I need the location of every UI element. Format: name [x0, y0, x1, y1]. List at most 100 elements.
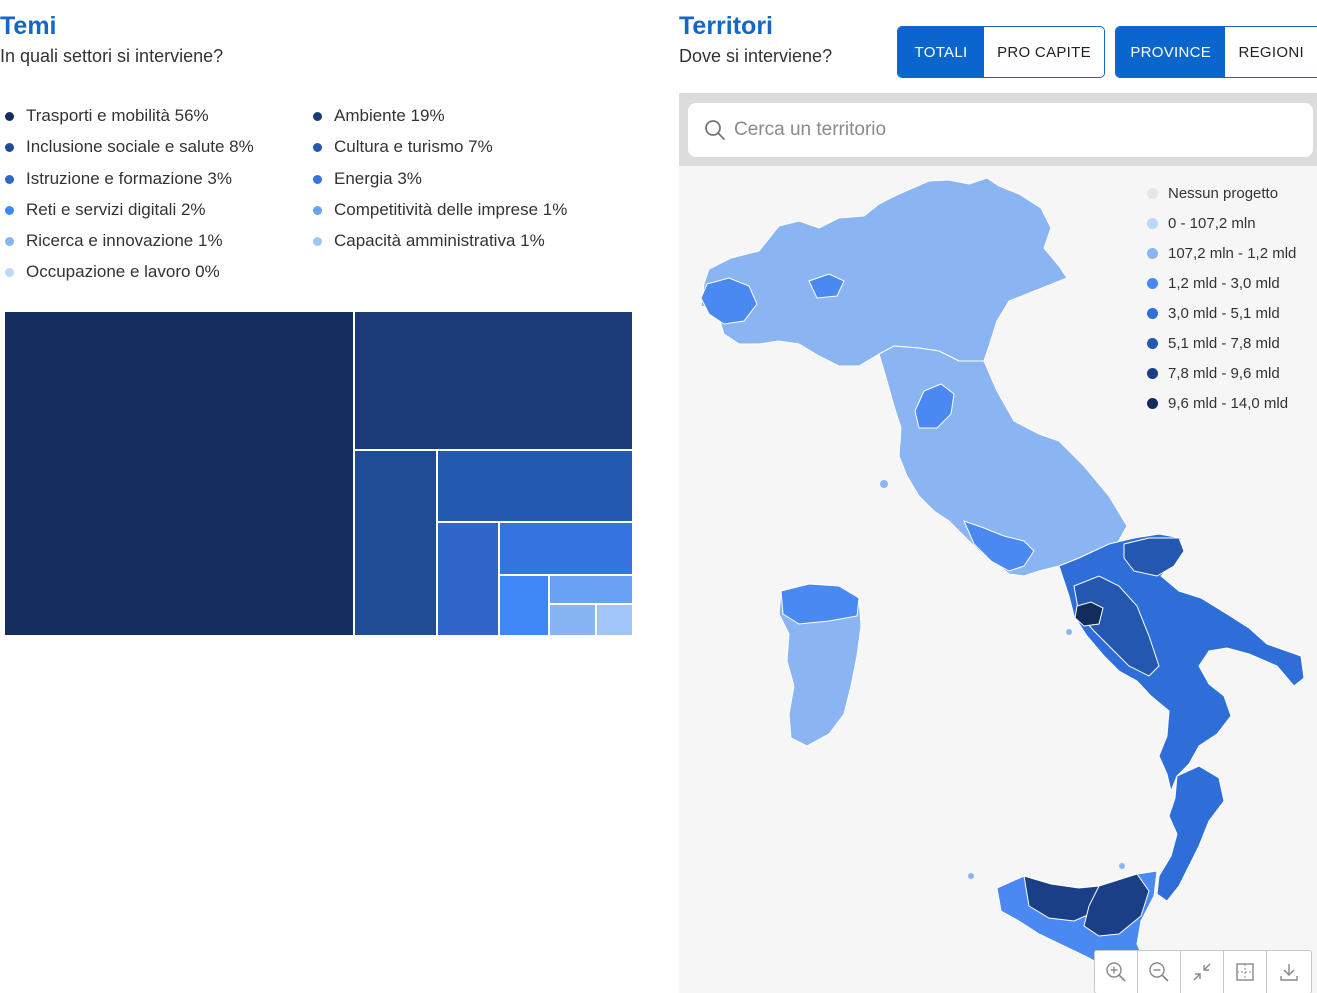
download-button[interactable]: [1267, 951, 1310, 993]
region-campania[interactable]: [1073, 575, 1160, 677]
legend-item-ambiente[interactable]: Ambiente 19%: [313, 106, 445, 126]
legend-label: Energia 3%: [334, 169, 422, 188]
territori-title: Territori: [679, 12, 773, 40]
province-napoli[interactable]: [1074, 601, 1104, 627]
legend-label: Ricerca e innovazione 1%: [26, 231, 223, 250]
temi-title: Temi: [0, 12, 57, 40]
map-legend-item: Nessun progetto: [1147, 185, 1278, 202]
legend-label: Capacità amministrativa 1%: [334, 231, 545, 250]
map-legend-item: 3,0 mld - 5,1 mld: [1147, 305, 1280, 322]
legend-dot: [5, 111, 14, 121]
legend-dot: [1147, 188, 1158, 199]
island-egadi[interactable]: [968, 873, 974, 879]
province-torino[interactable]: [700, 277, 758, 325]
legend-label: Ambiente 19%: [334, 106, 445, 125]
province-sassari[interactable]: [780, 583, 860, 625]
fit-map-button[interactable]: [1224, 951, 1267, 993]
legend-item-capacita[interactable]: Capacità amministrativa 1%: [313, 231, 545, 251]
territori-section: Territori Dove si interviene? TOTALI PRO…: [679, 0, 1317, 993]
map-legend-item: 7,8 mld - 9,6 mld: [1147, 365, 1280, 382]
region-calabria[interactable]: [1156, 765, 1225, 902]
toggle-regioni[interactable]: REGIONI: [1225, 27, 1317, 77]
legend-dot: [1147, 218, 1158, 229]
tile-trasporti[interactable]: [4, 311, 354, 636]
province-milano[interactable]: [808, 273, 845, 299]
fit-map-icon: [1236, 963, 1254, 981]
legend-item-competitivita[interactable]: Competitività delle imprese 1%: [313, 200, 567, 220]
tile-ambiente[interactable]: [354, 311, 633, 450]
tile-capacita[interactable]: [596, 604, 633, 636]
province-catania[interactable]: [1083, 873, 1150, 937]
legend-label: Trasporti e mobilità 56%: [26, 106, 209, 125]
legend-dot: [313, 142, 322, 152]
tile-competitivita[interactable]: [549, 575, 633, 604]
legend-label: 1,2 mld - 3,0 mld: [1168, 275, 1280, 292]
toggle-totali[interactable]: TOTALI: [898, 27, 984, 77]
tile-ricerca[interactable]: [549, 604, 596, 636]
legend-item-occupazione[interactable]: Occupazione e lavoro 0%: [5, 262, 220, 282]
map-toolbar: [1094, 950, 1312, 993]
legend-item-energia[interactable]: Energia 3%: [313, 169, 422, 189]
legend-dot: [313, 236, 322, 246]
tile-inclusione[interactable]: [354, 450, 437, 636]
zoom-out-icon: [1149, 962, 1169, 982]
legend-dot: [313, 205, 322, 215]
tile-reti[interactable]: [499, 575, 549, 636]
download-icon: [1279, 964, 1298, 981]
territori-subtitle: Dove si interviene?: [679, 46, 833, 66]
legend-item-ricerca[interactable]: Ricerca e innovazione 1%: [5, 231, 223, 251]
legend-item-istruzione[interactable]: Istruzione e formazione 3%: [5, 169, 232, 189]
legend-dot: [5, 267, 14, 277]
measure-toggle: TOTALI PRO CAPITE: [897, 26, 1105, 78]
legend-item-inclusione[interactable]: Inclusione sociale e salute 8%: [5, 137, 254, 157]
legend-dot: [1147, 278, 1158, 289]
search-icon: [705, 120, 725, 140]
province-foggia[interactable]: [1123, 537, 1185, 577]
island-eolie[interactable]: [1119, 863, 1125, 869]
legend-label: 5,1 mld - 7,8 mld: [1168, 335, 1280, 352]
legend-dot: [313, 174, 322, 184]
legend-item-reti[interactable]: Reti e servizi digitali 2%: [5, 200, 206, 220]
island-elba[interactable]: [880, 480, 888, 488]
italy-map[interactable]: [679, 166, 1317, 993]
level-toggle: PROVINCE REGIONI: [1115, 26, 1317, 78]
legend-dot: [5, 142, 14, 152]
tile-energia[interactable]: [499, 522, 633, 575]
legend-label: Nessun progetto: [1168, 185, 1279, 202]
legend-label: 9,6 mld - 14,0 mld: [1168, 395, 1289, 412]
legend-dot: [313, 111, 322, 121]
zoom-out-button[interactable]: [1138, 951, 1181, 993]
legend-dot: [5, 236, 14, 246]
toggle-province[interactable]: PROVINCE: [1116, 27, 1226, 77]
legend-dot: [5, 174, 14, 184]
tile-cultura[interactable]: [437, 450, 633, 522]
temi-section: Temi In quali settori si interviene? Tra…: [0, 0, 640, 993]
legend-label: 0 - 107,2 mln: [1168, 215, 1256, 232]
temi-subtitle: In quali settori si interviene?: [0, 46, 224, 66]
toggle-pro-capite[interactable]: PRO CAPITE: [984, 27, 1104, 77]
legend-item-cultura[interactable]: Cultura e turismo 7%: [313, 137, 493, 157]
map-legend-item: 9,6 mld - 14,0 mld: [1147, 395, 1288, 412]
map-legend-item: 107,2 mln - 1,2 mld: [1147, 245, 1296, 262]
region-nord[interactable]: [700, 177, 1068, 367]
legend-item-trasporti[interactable]: Trasporti e mobilità 56%: [5, 106, 209, 126]
map-legend-item: 1,2 mld - 3,0 mld: [1147, 275, 1280, 292]
region-lazio-coast[interactable]: [963, 520, 1035, 572]
province-firenze[interactable]: [914, 383, 955, 429]
legend-label: Competitività delle imprese 1%: [334, 200, 568, 219]
region-sud[interactable]: [1058, 533, 1305, 793]
reset-zoom-button[interactable]: [1181, 951, 1224, 993]
legend-dot: [1147, 308, 1158, 319]
legend-label: 3,0 mld - 5,1 mld: [1168, 305, 1280, 322]
legend-label: Occupazione e lavoro 0%: [26, 262, 220, 281]
territory-search-input[interactable]: [734, 119, 1294, 141]
zoom-in-button[interactable]: [1095, 951, 1138, 993]
legend-dot: [1147, 368, 1158, 379]
legend-dot: [1147, 248, 1158, 259]
legend-dot: [5, 205, 14, 215]
island-capri[interactable]: [1066, 629, 1072, 635]
legend-label: Reti e servizi digitali 2%: [26, 200, 206, 219]
legend-label: Inclusione sociale e salute 8%: [26, 137, 254, 156]
tile-istruzione[interactable]: [437, 522, 499, 636]
legend-label: 7,8 mld - 9,6 mld: [1168, 365, 1280, 382]
